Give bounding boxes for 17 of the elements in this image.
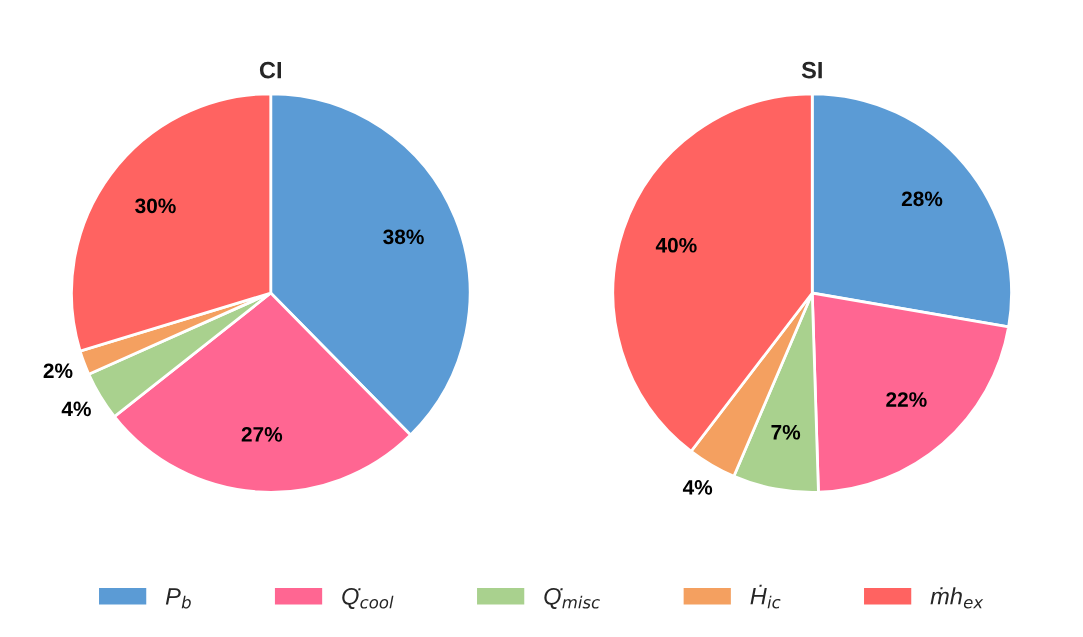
data-label: 2%	[43, 363, 73, 379]
data-label: 28%	[901, 191, 943, 207]
data-label: 40%	[655, 237, 697, 253]
data-label: 4%	[682, 480, 713, 495]
legend-label: ṁh$_{ex}$	[930, 587, 984, 609]
legend-label: Q̇$_{cool}$	[342, 587, 394, 609]
chart-title: SI	[801, 61, 822, 79]
legend-label: Ḣ$_{ic}$	[750, 584, 781, 609]
data-label: 22%	[886, 392, 927, 407]
data-label: 27%	[241, 427, 283, 442]
data-label: 30%	[135, 198, 176, 214]
data-label: 4%	[61, 401, 91, 417]
data-label: 38%	[383, 229, 424, 245]
legend-label: Q̇$_{misc}$	[544, 587, 600, 609]
legend-label: P$_{b}$	[165, 588, 191, 609]
data-label: 7%	[771, 424, 801, 440]
chart-title: CI	[259, 61, 281, 79]
